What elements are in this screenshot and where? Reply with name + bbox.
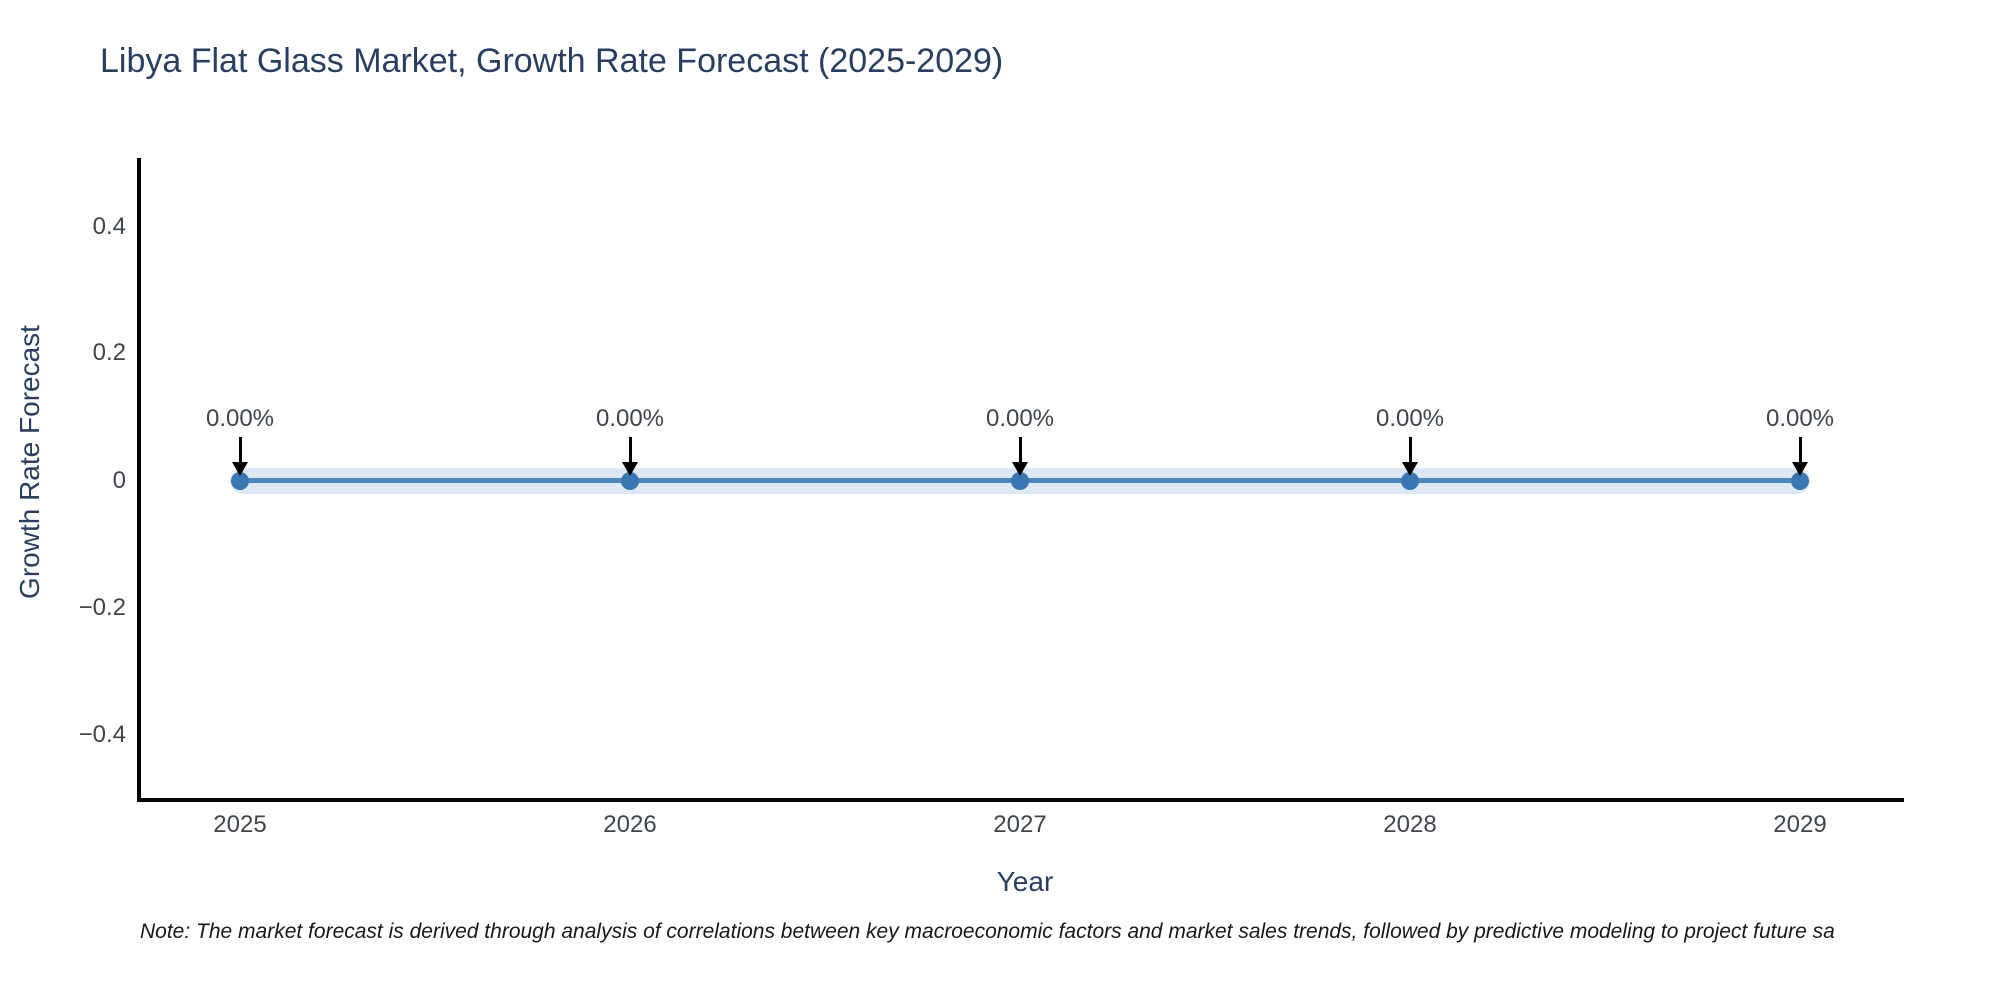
annotation-value-2029: 0.00% xyxy=(1765,405,1835,432)
annotation-arrowhead-icon xyxy=(232,462,248,476)
annotation-arrow-icon xyxy=(629,437,632,464)
x-tick-label: 2027 xyxy=(993,811,1047,838)
data-point-2029 xyxy=(1791,472,1809,490)
data-point-2026 xyxy=(621,472,639,490)
x-tick-label: 2025 xyxy=(213,811,267,838)
y-tick-label: −0.4 xyxy=(78,721,126,748)
y-tick-label: 0 xyxy=(112,467,126,494)
data-point-2025 xyxy=(231,472,249,490)
data-point-2028 xyxy=(1401,472,1419,490)
x-tick-label: 2026 xyxy=(603,811,657,838)
annotation-arrow-icon xyxy=(1799,437,1802,464)
annotation-arrow-icon xyxy=(239,437,242,464)
data-point-2027 xyxy=(1011,472,1029,490)
annotation-arrowhead-icon xyxy=(1402,462,1418,476)
annotation-arrowhead-icon xyxy=(1012,462,1028,476)
x-axis-title: Year xyxy=(996,866,1054,897)
annotation-arrow-icon xyxy=(1019,437,1022,464)
annotation-arrowhead-icon xyxy=(622,462,638,476)
y-axis-title: Growth Rate Forecast xyxy=(14,325,45,599)
footnote: Note: The market forecast is derived thr… xyxy=(140,920,1835,943)
chart-title: Libya Flat Glass Market, Growth Rate For… xyxy=(100,42,1004,80)
y-tick-label: 0.2 xyxy=(92,339,126,366)
x-axis-spine xyxy=(137,798,1904,802)
annotation-value-2027: 0.00% xyxy=(985,405,1055,432)
annotation-value-2025: 0.00% xyxy=(205,405,275,432)
annotation-value-2028: 0.00% xyxy=(1375,405,1445,432)
y-tick-label: 0.4 xyxy=(92,213,126,240)
y-axis-spine xyxy=(137,158,141,802)
x-tick-label: 2029 xyxy=(1773,811,1827,838)
annotation-value-2026: 0.00% xyxy=(595,405,665,432)
x-tick-label: 2028 xyxy=(1383,811,1437,838)
annotation-arrowhead-icon xyxy=(1792,462,1808,476)
y-tick-label: −0.2 xyxy=(78,594,126,621)
annotation-arrow-icon xyxy=(1409,437,1412,464)
